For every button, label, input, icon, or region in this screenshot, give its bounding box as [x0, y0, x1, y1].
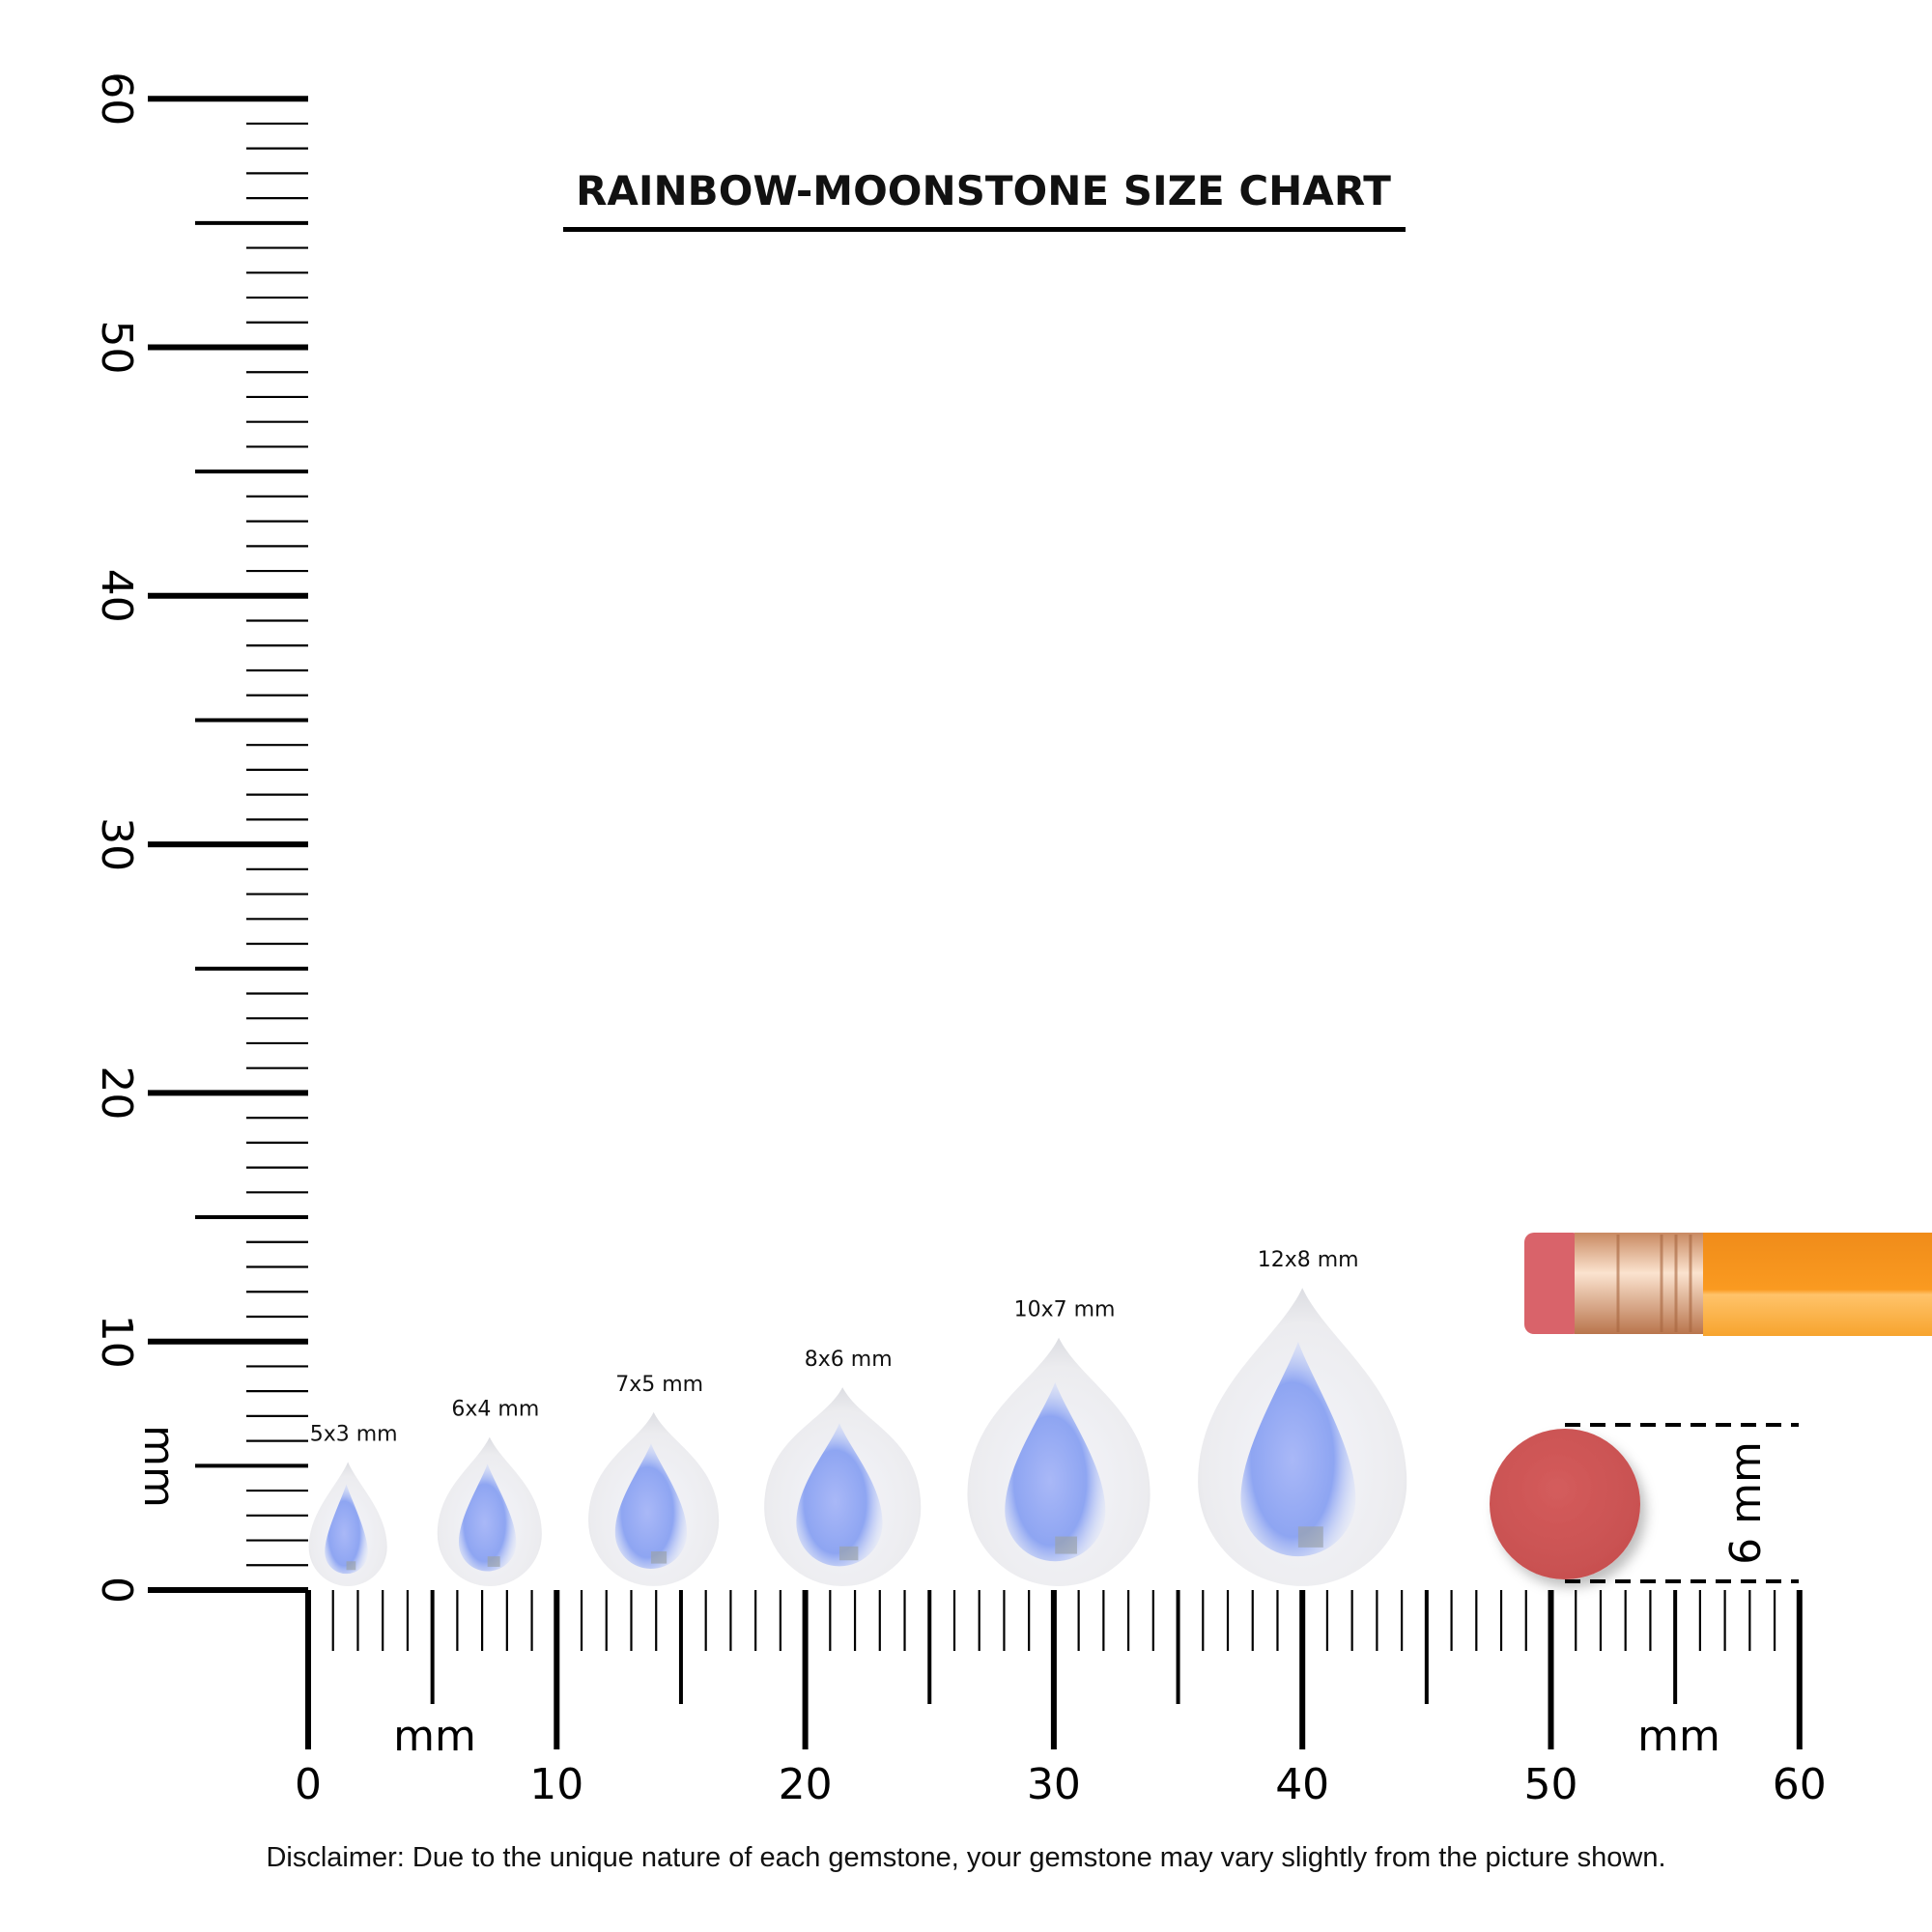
y-tick-label: 20	[92, 1065, 141, 1120]
vertical-unit-label: mm	[134, 1425, 184, 1508]
gem-inner	[325, 1484, 368, 1575]
x-tick-label: 40	[1275, 1760, 1329, 1809]
gem-size-label: 6x4 mm	[451, 1398, 539, 1422]
eraser-reference: 6 mm	[1490, 1423, 1799, 1583]
gem-lineup: 5x3 mm 6x4 mm 7x5 mm 8x6 mm 10x7 mm 12x8 mm	[308, 1248, 1407, 1587]
gem-size-label: 5x3 mm	[310, 1422, 398, 1446]
disclaimer: Disclaimer: Due to the unique nature of …	[266, 1842, 1665, 1873]
gem: 5x3 mm	[308, 1422, 398, 1586]
pencil-eraser	[1524, 1233, 1582, 1334]
pencil	[1524, 1233, 1932, 1336]
gem: 12x8 mm	[1198, 1248, 1407, 1586]
gem: 6x4 mm	[437, 1398, 542, 1587]
gem-size-label: 10x7 mm	[1014, 1298, 1116, 1322]
title-underline	[563, 227, 1406, 232]
gem-facet	[346, 1561, 356, 1571]
x-tick-label: 30	[1027, 1760, 1081, 1809]
gem: 8x6 mm	[764, 1348, 922, 1586]
y-tick-label: 0	[92, 1577, 141, 1604]
x-tick-label: 60	[1773, 1760, 1827, 1809]
gem-facet	[1055, 1536, 1077, 1554]
reference-size-label: 6 mm	[1721, 1441, 1771, 1565]
gem-facet	[1297, 1526, 1323, 1548]
pencil-ferrule	[1575, 1233, 1705, 1334]
pencil-body	[1703, 1233, 1932, 1336]
y-tick-label: 10	[92, 1315, 141, 1369]
vertical-ruler: 0 10 20 30 40 50 60	[92, 71, 308, 1604]
horizontal-unit-label-left: mm	[393, 1712, 476, 1761]
x-tick-label: 0	[295, 1760, 322, 1809]
x-tick-label: 50	[1524, 1760, 1578, 1809]
gem-facet	[487, 1556, 500, 1567]
x-tick-label: 10	[529, 1760, 583, 1809]
ferrule-ridges	[1616, 1235, 1692, 1332]
gem-inner	[796, 1423, 883, 1567]
y-tick-label: 30	[92, 817, 141, 871]
y-tick-label: 50	[92, 321, 141, 375]
gem-size-label: 8x6 mm	[805, 1348, 893, 1372]
gem-size-label: 7x5 mm	[615, 1373, 703, 1397]
gem-size-label: 12x8 mm	[1258, 1248, 1359, 1272]
gem: 10x7 mm	[967, 1298, 1151, 1587]
gem: 7x5 mm	[588, 1373, 720, 1586]
gem-facet	[838, 1546, 859, 1561]
gem-facet	[650, 1550, 668, 1564]
title-group: RAINBOW-MOONSTONE SIZE CHART	[563, 167, 1406, 232]
eraser-disc	[1490, 1429, 1640, 1579]
gem-inner	[614, 1443, 688, 1569]
y-tick-label: 60	[92, 71, 141, 126]
gem-inner	[1240, 1341, 1356, 1557]
gem-inner	[1005, 1382, 1106, 1562]
page-title: RAINBOW-MOONSTONE SIZE CHART	[576, 167, 1391, 214]
gem-inner	[458, 1463, 517, 1572]
horizontal-ruler: 0 10 20 30 40 50 60	[295, 1590, 1827, 1809]
horizontal-unit-label-right: mm	[1637, 1712, 1720, 1761]
y-tick-label: 40	[92, 569, 141, 623]
x-tick-label: 20	[779, 1760, 833, 1809]
